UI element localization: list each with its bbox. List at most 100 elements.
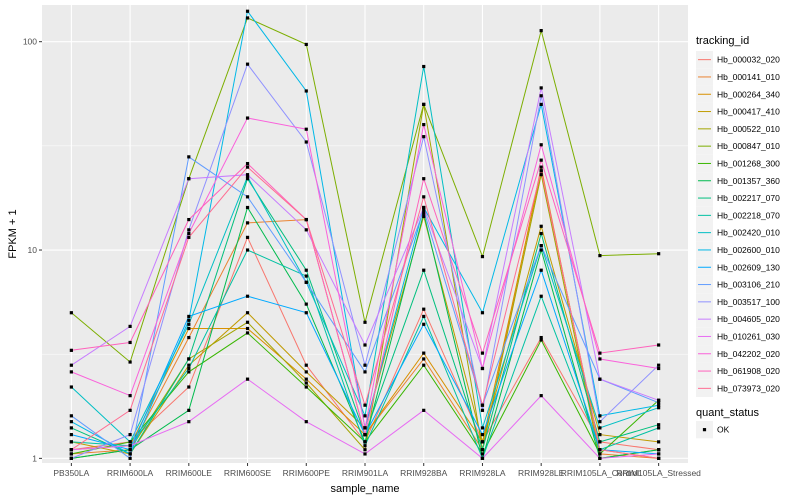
data-point xyxy=(304,127,308,131)
legend-item: Hb_000032_020 xyxy=(696,51,780,69)
data-point xyxy=(480,311,485,315)
data-point xyxy=(539,158,543,162)
data-point xyxy=(539,244,543,248)
data-point xyxy=(187,231,191,236)
data-point xyxy=(363,452,367,456)
y-tick-label: 1 xyxy=(32,453,37,463)
data-point xyxy=(422,357,426,361)
data-point xyxy=(480,452,485,456)
legend-item: Hb_002218_070 xyxy=(696,206,780,224)
data-point xyxy=(187,408,191,412)
legend-item: Hb_000264_340 xyxy=(696,85,780,103)
data-points xyxy=(69,9,661,460)
data-point xyxy=(363,403,367,407)
data-point xyxy=(480,403,485,407)
point-shape-swatch xyxy=(702,428,707,432)
data-point xyxy=(657,452,661,456)
data-point xyxy=(480,426,485,430)
data-point xyxy=(422,122,426,127)
data-point xyxy=(422,351,426,355)
data-point xyxy=(69,420,73,424)
legend-item: Hb_002609_130 xyxy=(696,258,780,276)
x-tick-label: RRIM600SE xyxy=(224,468,272,478)
data-point xyxy=(187,366,191,371)
data-point xyxy=(245,161,250,166)
legend-item: Hb_042202_020 xyxy=(696,345,780,363)
data-point xyxy=(422,268,426,272)
data-point xyxy=(657,456,661,460)
data-point xyxy=(187,155,191,159)
data-point xyxy=(187,217,191,222)
legend-item: Hb_002420_010 xyxy=(696,224,780,242)
data-point xyxy=(598,377,602,381)
data-point xyxy=(480,351,485,355)
data-point xyxy=(657,426,661,430)
data-point xyxy=(598,357,602,361)
data-point xyxy=(187,228,191,232)
data-point xyxy=(128,360,132,364)
data-point xyxy=(69,414,73,418)
data-point xyxy=(245,62,250,66)
data-point xyxy=(539,224,543,228)
data-point xyxy=(304,280,308,284)
data-point xyxy=(187,235,191,239)
data-point xyxy=(598,351,602,355)
legend-title: tracking_id xyxy=(696,35,749,47)
data-point xyxy=(245,205,250,210)
data-point xyxy=(187,326,191,331)
data-point xyxy=(245,16,250,20)
data-point xyxy=(245,177,250,181)
data-point xyxy=(539,248,543,252)
legend-item: Hb_001268_300 xyxy=(696,154,780,173)
data-point xyxy=(422,314,426,319)
data-point xyxy=(304,363,308,367)
data-point xyxy=(69,348,73,352)
data-point xyxy=(245,173,250,177)
data-point xyxy=(187,363,191,367)
data-point xyxy=(128,444,132,448)
x-tick-label: RRIM928LA xyxy=(459,468,506,478)
legend-label: Hb_001268_300 xyxy=(717,158,780,168)
data-point xyxy=(304,311,308,315)
data-point xyxy=(363,448,367,452)
data-point xyxy=(128,433,132,437)
data-point xyxy=(363,440,367,444)
y-tick-label: 10 xyxy=(28,245,38,255)
data-point xyxy=(245,235,250,239)
data-point xyxy=(480,456,485,460)
data-point xyxy=(304,228,308,232)
data-point xyxy=(363,433,367,437)
data-point xyxy=(598,440,602,444)
data-point xyxy=(304,274,308,278)
legend: tracking_id Hb_000032_020Hb_000141_010Hb… xyxy=(696,35,780,439)
data-point xyxy=(539,94,543,98)
data-point xyxy=(304,42,308,47)
shape-legend-title: quant_status xyxy=(696,407,759,419)
legend-item: Hb_073973_020 xyxy=(696,379,780,397)
data-point xyxy=(69,452,73,456)
data-point xyxy=(128,456,132,460)
legend-label: Hb_010261_030 xyxy=(717,331,780,341)
legend-label: Hb_002218_070 xyxy=(717,210,780,220)
data-point xyxy=(304,268,308,272)
legend-item: Hb_061908_020 xyxy=(696,362,780,380)
legend-label: Hb_002217_070 xyxy=(717,193,780,203)
data-point xyxy=(304,381,308,385)
data-point xyxy=(539,165,543,169)
data-point xyxy=(187,177,191,181)
data-point xyxy=(598,426,602,430)
data-point xyxy=(69,311,73,315)
data-point xyxy=(69,385,73,389)
x-axis: PB350LA RRIM600LA RRIM600LE RRIM600SE RRIM60… xyxy=(53,463,701,478)
data-point xyxy=(363,426,367,430)
data-point xyxy=(245,9,250,13)
data-point xyxy=(539,143,543,147)
data-point xyxy=(304,420,308,424)
data-point xyxy=(480,408,485,412)
x-tick-label: RRIM928BA xyxy=(400,468,448,478)
data-point xyxy=(363,343,367,347)
legend-label: Hb_000264_340 xyxy=(717,89,780,99)
data-point xyxy=(187,314,191,319)
data-point xyxy=(304,89,308,93)
